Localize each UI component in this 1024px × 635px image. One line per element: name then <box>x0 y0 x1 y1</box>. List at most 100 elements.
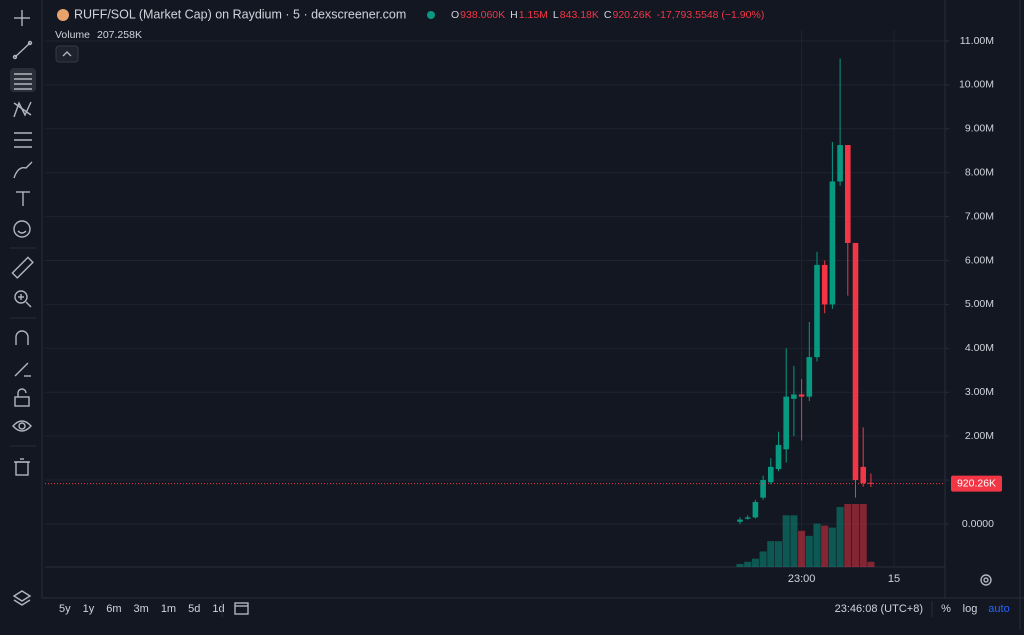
candle-body <box>837 145 843 182</box>
volume-bar <box>798 530 806 567</box>
candle-body <box>737 519 743 522</box>
volume-bar <box>836 507 844 567</box>
ohlc-value: 843.18K <box>560 9 599 21</box>
volume-bar <box>767 541 775 567</box>
ohlc-key: O <box>451 9 459 21</box>
visibility-tool[interactable] <box>12 420 32 432</box>
y-tick-label: 2.00M <box>965 430 994 442</box>
volume-label: Volume <box>55 29 90 41</box>
candle-body <box>806 357 813 397</box>
plot: 0.00001.00M2.00M3.00M4.00M5.00M6.00M7.00… <box>45 30 1002 585</box>
range-button[interactable]: 3m <box>134 603 149 615</box>
y-tick-label: 8.00M <box>965 166 994 178</box>
volume-bar <box>782 515 790 567</box>
ohlc-value: 920.26K <box>612 9 651 21</box>
axis-settings[interactable] <box>980 574 992 586</box>
candle-body <box>752 502 759 518</box>
volume-bar <box>867 561 875 567</box>
pattern-tool[interactable] <box>13 101 32 118</box>
draw-mode-tool[interactable] <box>14 362 31 377</box>
volume-bar <box>736 563 744 567</box>
y-tick-label: 9.00M <box>965 123 994 135</box>
range-button[interactable]: 5y <box>59 603 71 615</box>
price-tag <box>951 475 1002 492</box>
range-buttons: 5y 1y 6m 3m 1m 5d 1d <box>59 603 225 615</box>
volume-bar <box>744 561 752 567</box>
volume-bar <box>759 551 767 567</box>
candle-body <box>852 242 859 481</box>
range-button[interactable]: 5d <box>188 603 200 615</box>
log-toggle[interactable]: log <box>963 603 978 615</box>
volume-bar <box>813 523 821 567</box>
ohlc-legend: O 938.060K H 1.15M L 843.18K C 920.26K -17,793.5… <box>451 9 764 21</box>
collapse-icon <box>62 51 72 57</box>
candle-body <box>744 517 751 519</box>
ruler-tool[interactable] <box>11 256 34 279</box>
volume-bar <box>751 558 759 567</box>
text-tool[interactable] <box>16 191 30 206</box>
brush-tool[interactable] <box>13 161 33 179</box>
lines-tool[interactable] <box>14 73 32 90</box>
emoji-tool[interactable] <box>13 220 31 238</box>
auto-toggle[interactable]: auto <box>988 603 1009 615</box>
candle-body <box>845 145 851 243</box>
volume-bar <box>774 541 783 567</box>
candle-body <box>860 466 866 484</box>
crosshair-tool[interactable] <box>14 10 30 26</box>
volume-value: 207.258K <box>97 29 142 41</box>
candle-body <box>783 396 789 450</box>
volume-bar <box>805 535 813 567</box>
percent-toggle[interactable]: % <box>941 603 951 615</box>
fib-tool[interactable] <box>14 132 32 148</box>
chart-title: RUFF/SOL (Market Cap) on Raydium · 5 · d… <box>74 7 406 21</box>
candle-body <box>775 444 782 470</box>
price-tag-label: 920.26K <box>957 477 996 489</box>
candle-body <box>829 181 836 305</box>
zoom-tool[interactable] <box>14 290 32 308</box>
y-tick-label: 7.00M <box>965 210 994 222</box>
status-dot <box>427 11 435 19</box>
candle-body <box>814 264 820 358</box>
volume-bar <box>828 527 836 567</box>
trend-line-tool[interactable] <box>12 40 33 60</box>
y-tick-label: 10.00M <box>959 79 994 91</box>
ohlc-value: 1.15M <box>519 9 548 21</box>
y-tick-label: 11.00M <box>960 35 994 47</box>
y-tick-label: 5.00M <box>965 298 994 310</box>
range-button[interactable]: 6m <box>106 603 121 615</box>
candle-body <box>798 394 805 397</box>
delete-tool[interactable] <box>14 458 30 476</box>
volume-bar <box>790 515 798 567</box>
volume-bar <box>844 504 852 567</box>
goto-date-button[interactable] <box>234 602 249 615</box>
range-button[interactable]: 1d <box>212 603 224 615</box>
candle-body <box>768 466 774 483</box>
x-tick-label: 23:00 <box>788 573 816 585</box>
range-button[interactable]: 1y <box>83 603 95 615</box>
ohlc-key: H <box>510 9 518 21</box>
candle-body <box>821 264 828 305</box>
token-icon <box>57 9 69 21</box>
magnet-tool[interactable] <box>15 330 29 345</box>
ohlc-key: C <box>604 9 612 21</box>
candle-body <box>760 480 766 498</box>
x-tick-label: 15 <box>888 573 900 585</box>
y-tick-label: 0.0000 <box>962 518 994 530</box>
ohlc-key: L <box>553 9 559 21</box>
collapse-legend-button[interactable] <box>55 45 79 63</box>
volume-bar <box>821 525 829 567</box>
y-tick-label: 6.00M <box>965 254 994 266</box>
layers-tool[interactable] <box>12 590 32 606</box>
lock-tool[interactable] <box>14 388 30 407</box>
toolbar <box>10 10 36 606</box>
ohlc-value: 938.060K <box>460 9 505 21</box>
range-button[interactable]: 1m <box>161 603 176 615</box>
volume-bar <box>851 504 860 567</box>
y-tick-label: 3.00M <box>965 386 994 398</box>
candle-body <box>791 394 797 399</box>
volume-bar <box>859 504 867 567</box>
y-tick-label: 4.00M <box>965 342 994 354</box>
